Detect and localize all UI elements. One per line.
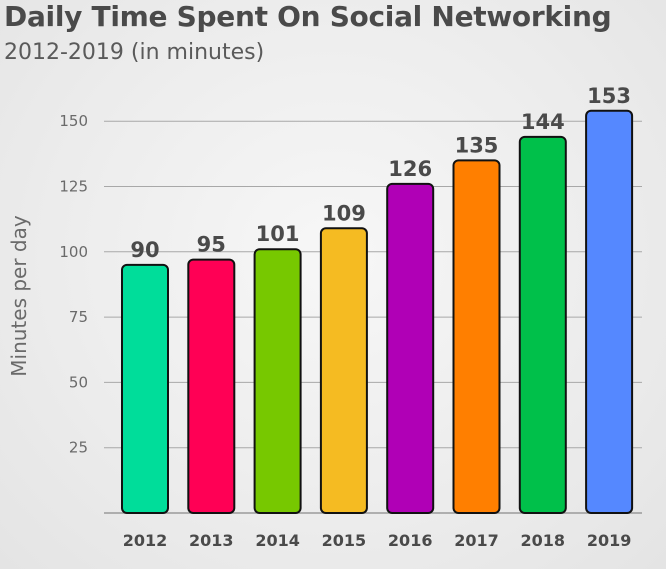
category-label-2012: 2012	[123, 531, 168, 550]
bar-2015	[319, 227, 368, 515]
bar-2017	[452, 159, 501, 514]
value-labels: 90 95 101 109 126 135 144 153	[130, 84, 631, 262]
bar-2018	[518, 135, 567, 514]
y-tick-label: 50	[69, 373, 88, 391]
value-label-2016: 126	[388, 157, 432, 181]
category-label-2014: 2014	[255, 531, 300, 550]
value-label-2019: 153	[587, 84, 631, 108]
bar-2019	[585, 109, 634, 514]
category-label-2017: 2017	[454, 531, 499, 550]
value-label-2017: 135	[455, 133, 499, 157]
bar-2014	[253, 248, 302, 515]
y-tick-label: 100	[59, 243, 88, 261]
y-tick-label: 75	[69, 308, 88, 326]
y-tick-label: 150	[59, 112, 88, 130]
value-label-2018: 144	[521, 110, 565, 134]
bars	[121, 109, 634, 515]
y-tick-label: 125	[59, 178, 88, 196]
category-label-2016: 2016	[388, 531, 433, 550]
category-labels: 2012 2013 2014 2015 2016 2017 2018 2019	[123, 531, 632, 550]
chart-title: Daily Time Spent On Social Networking	[4, 0, 612, 33]
bar-2012	[121, 263, 169, 514]
category-label-2018: 2018	[521, 531, 566, 550]
y-axis-ticks: 25 50 75 100 125 150	[59, 112, 88, 457]
value-label-2015: 109	[322, 201, 366, 225]
bar-2013	[187, 258, 236, 514]
y-axis-label: Minutes per day	[7, 215, 31, 377]
value-label-2013: 95	[197, 233, 226, 257]
value-label-2012: 90	[130, 238, 159, 262]
bar-2016	[386, 182, 435, 514]
value-label-2014: 101	[256, 222, 300, 246]
chart-subtitle: 2012-2019 (in minutes)	[4, 40, 265, 65]
category-label-2013: 2013	[189, 531, 234, 550]
category-label-2019: 2019	[587, 531, 632, 550]
category-label-2015: 2015	[322, 531, 367, 550]
y-tick-label: 25	[69, 439, 88, 457]
